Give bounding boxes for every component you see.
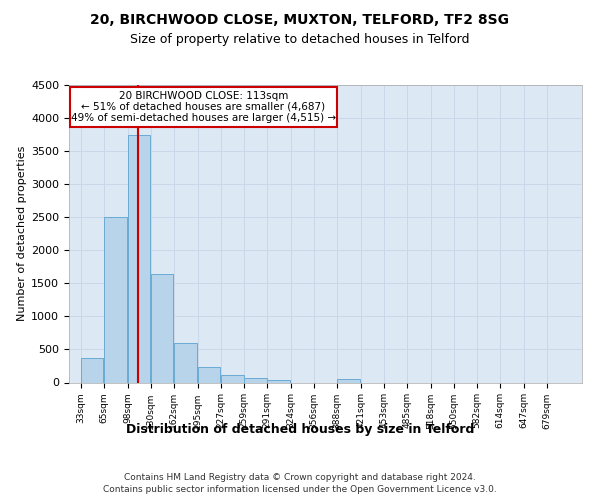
- Bar: [198, 368, 220, 382]
- Bar: [128, 134, 151, 382]
- Text: ← 51% of detached houses are smaller (4,687): ← 51% of detached houses are smaller (4,…: [82, 102, 325, 112]
- Y-axis label: Number of detached properties: Number of detached properties: [17, 146, 27, 322]
- Bar: [81, 358, 103, 382]
- Bar: [151, 274, 173, 382]
- Bar: [174, 344, 197, 382]
- Text: Distribution of detached houses by size in Telford: Distribution of detached houses by size …: [126, 422, 474, 436]
- Bar: [244, 378, 266, 382]
- Bar: [337, 379, 360, 382]
- Text: 20 BIRCHWOOD CLOSE: 113sqm: 20 BIRCHWOOD CLOSE: 113sqm: [119, 90, 288, 101]
- Bar: [267, 380, 290, 382]
- Text: 20, BIRCHWOOD CLOSE, MUXTON, TELFORD, TF2 8SG: 20, BIRCHWOOD CLOSE, MUXTON, TELFORD, TF…: [91, 12, 509, 26]
- Bar: [221, 375, 244, 382]
- Text: 49% of semi-detached houses are larger (4,515) →: 49% of semi-detached houses are larger (…: [71, 113, 336, 123]
- Text: Contains HM Land Registry data © Crown copyright and database right 2024.: Contains HM Land Registry data © Crown c…: [124, 472, 476, 482]
- Bar: [104, 217, 127, 382]
- Text: Size of property relative to detached houses in Telford: Size of property relative to detached ho…: [130, 32, 470, 46]
- FancyBboxPatch shape: [70, 87, 337, 126]
- Text: Contains public sector information licensed under the Open Government Licence v3: Contains public sector information licen…: [103, 485, 497, 494]
